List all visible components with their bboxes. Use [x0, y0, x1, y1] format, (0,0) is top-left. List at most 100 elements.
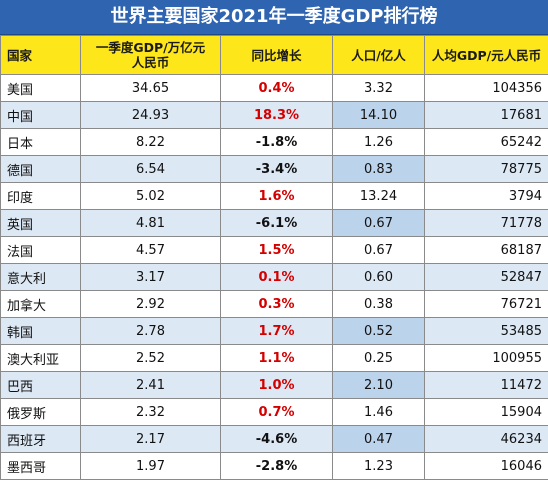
gdp-cell: 5.02 — [80, 182, 221, 210]
growth-cell: 1.6% — [220, 182, 333, 210]
per-capita-cell: 76721 — [424, 290, 548, 318]
table-row: 墨西哥 1.97 -2.8% 1.23 16046 — [0, 452, 548, 480]
per-capita-cell: 16046 — [424, 452, 548, 480]
table-title: 世界主要国家2021年一季度GDP排行榜 — [0, 0, 548, 35]
table-row: 加拿大 2.92 0.3% 0.38 76721 — [0, 290, 548, 318]
gdp-table: 国家 一季度GDP/万亿元 人民币 同比增长 人口/亿人 人均GDP/元人民币 … — [0, 35, 548, 480]
growth-cell: 1.7% — [220, 317, 333, 345]
country-cell: 巴西 — [0, 371, 81, 399]
growth-cell: -2.8% — [220, 452, 333, 480]
per-capita-cell: 46234 — [424, 425, 548, 453]
growth-cell: -6.1% — [220, 209, 333, 237]
header-per-capita: 人均GDP/元人民币 — [424, 35, 548, 75]
country-cell: 澳大利亚 — [0, 344, 81, 372]
population-cell: 0.25 — [332, 344, 425, 372]
per-capita-cell: 71778 — [424, 209, 548, 237]
table-row: 美国 34.65 0.4% 3.32 104356 — [0, 74, 548, 102]
table-body: 美国 34.65 0.4% 3.32 104356 中国 24.93 18.3% 14.10 17… — [0, 74, 548, 480]
country-cell: 美国 — [0, 74, 81, 102]
header-gdp-line1: 一季度GDP/万亿元 — [95, 40, 206, 55]
table-row: 日本 8.22 -1.8% 1.26 65242 — [0, 128, 548, 156]
header-growth: 同比增长 — [220, 35, 333, 75]
table-row: 俄罗斯 2.32 0.7% 1.46 15904 — [0, 398, 548, 426]
population-cell: 0.52 — [332, 317, 425, 345]
header-country: 国家 — [0, 35, 81, 75]
gdp-cell: 3.17 — [80, 263, 221, 291]
table-row: 巴西 2.41 1.0% 2.10 11472 — [0, 371, 548, 399]
population-cell: 13.24 — [332, 182, 425, 210]
table-row: 中国 24.93 18.3% 14.10 17681 — [0, 101, 548, 129]
country-cell: 日本 — [0, 128, 81, 156]
country-cell: 韩国 — [0, 317, 81, 345]
gdp-cell: 6.54 — [80, 155, 221, 183]
table-row: 印度 5.02 1.6% 13.24 3794 — [0, 182, 548, 210]
gdp-cell: 2.41 — [80, 371, 221, 399]
per-capita-cell: 78775 — [424, 155, 548, 183]
table-row: 法国 4.57 1.5% 0.67 68187 — [0, 236, 548, 264]
per-capita-cell: 17681 — [424, 101, 548, 129]
country-cell: 墨西哥 — [0, 452, 81, 480]
country-cell: 加拿大 — [0, 290, 81, 318]
population-cell: 1.26 — [332, 128, 425, 156]
country-cell: 印度 — [0, 182, 81, 210]
country-cell: 法国 — [0, 236, 81, 264]
header-population: 人口/亿人 — [332, 35, 425, 75]
table-row: 西班牙 2.17 -4.6% 0.47 46234 — [0, 425, 548, 453]
population-cell: 3.32 — [332, 74, 425, 102]
gdp-cell: 4.81 — [80, 209, 221, 237]
country-cell: 西班牙 — [0, 425, 81, 453]
country-cell: 俄罗斯 — [0, 398, 81, 426]
table-row: 英国 4.81 -6.1% 0.67 71778 — [0, 209, 548, 237]
growth-cell: 18.3% — [220, 101, 333, 129]
growth-cell: 0.7% — [220, 398, 333, 426]
growth-cell: 0.3% — [220, 290, 333, 318]
per-capita-cell: 52847 — [424, 263, 548, 291]
gdp-cell: 24.93 — [80, 101, 221, 129]
per-capita-cell: 68187 — [424, 236, 548, 264]
growth-cell: 0.1% — [220, 263, 333, 291]
population-cell: 0.67 — [332, 209, 425, 237]
per-capita-cell: 104356 — [424, 74, 548, 102]
country-cell: 中国 — [0, 101, 81, 129]
gdp-cell: 2.78 — [80, 317, 221, 345]
growth-cell: 1.5% — [220, 236, 333, 264]
per-capita-cell: 100955 — [424, 344, 548, 372]
country-cell: 德国 — [0, 155, 81, 183]
gdp-cell: 2.92 — [80, 290, 221, 318]
gdp-cell: 2.17 — [80, 425, 221, 453]
per-capita-cell: 53485 — [424, 317, 548, 345]
gdp-cell: 2.52 — [80, 344, 221, 372]
gdp-cell: 2.32 — [80, 398, 221, 426]
per-capita-cell: 3794 — [424, 182, 548, 210]
population-cell: 0.47 — [332, 425, 425, 453]
growth-cell: -4.6% — [220, 425, 333, 453]
table-row: 意大利 3.17 0.1% 0.60 52847 — [0, 263, 548, 291]
per-capita-cell: 11472 — [424, 371, 548, 399]
gdp-cell: 8.22 — [80, 128, 221, 156]
growth-cell: -3.4% — [220, 155, 333, 183]
population-cell: 0.60 — [332, 263, 425, 291]
table-row: 德国 6.54 -3.4% 0.83 78775 — [0, 155, 548, 183]
header-gdp: 一季度GDP/万亿元 人民币 — [80, 35, 221, 75]
growth-cell: 1.0% — [220, 371, 333, 399]
gdp-cell: 4.57 — [80, 236, 221, 264]
population-cell: 2.10 — [332, 371, 425, 399]
header-gdp-line2: 人民币 — [131, 55, 170, 70]
growth-cell: 1.1% — [220, 344, 333, 372]
gdp-cell: 1.97 — [80, 452, 221, 480]
per-capita-cell: 65242 — [424, 128, 548, 156]
population-cell: 0.67 — [332, 236, 425, 264]
population-cell: 0.83 — [332, 155, 425, 183]
country-cell: 意大利 — [0, 263, 81, 291]
population-cell: 0.38 — [332, 290, 425, 318]
population-cell: 14.10 — [332, 101, 425, 129]
table-row: 韩国 2.78 1.7% 0.52 53485 — [0, 317, 548, 345]
growth-cell: -1.8% — [220, 128, 333, 156]
header-row: 国家 一季度GDP/万亿元 人民币 同比增长 人口/亿人 人均GDP/元人民币 — [0, 35, 548, 75]
growth-cell: 0.4% — [220, 74, 333, 102]
per-capita-cell: 15904 — [424, 398, 548, 426]
population-cell: 1.46 — [332, 398, 425, 426]
table-row: 澳大利亚 2.52 1.1% 0.25 100955 — [0, 344, 548, 372]
country-cell: 英国 — [0, 209, 81, 237]
